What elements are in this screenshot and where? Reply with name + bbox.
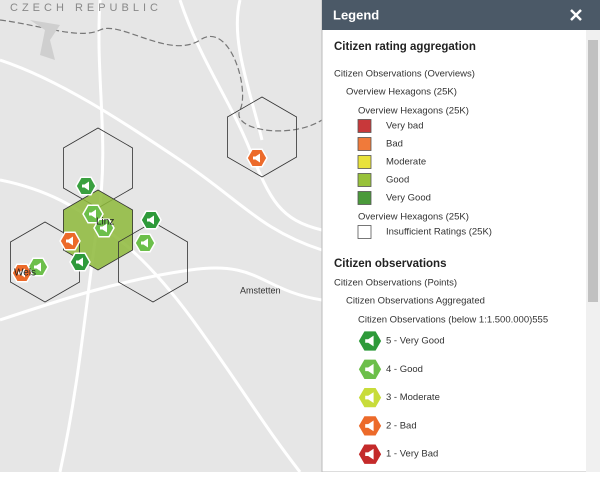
map-marker-glyph <box>66 236 73 246</box>
map-marker-glyph <box>141 238 148 248</box>
group-title: Citizen Observations (below 1:1.500.000)… <box>358 315 548 326</box>
legend-symbol-glyph <box>365 335 374 347</box>
legend-item-label: 1 - Very Bad <box>386 449 438 460</box>
borders <box>0 19 323 132</box>
legend-item-label: Good <box>386 175 409 186</box>
place-label: Linz <box>96 217 114 228</box>
legend-content: Citizen rating aggregation Citizen Observ… <box>334 41 548 466</box>
map-marker-glyph <box>89 209 96 219</box>
legend-item-label: Insufficient Ratings (25K) <box>386 227 492 238</box>
legend-item-label: Bad <box>386 139 403 150</box>
legend-item-label: Very Good <box>386 193 431 204</box>
legend-title: Legend <box>333 7 379 22</box>
hexagon <box>118 221 189 303</box>
map-marker-glyph <box>253 153 260 163</box>
group-title: Overview Hexagons (25K) <box>358 212 469 223</box>
legend-swatch <box>357 191 372 205</box>
map-marker-glyph <box>18 268 25 278</box>
place-label: Wels <box>14 268 36 279</box>
legend-swatch <box>357 173 372 187</box>
section-title: Citizen rating aggregation <box>334 41 476 53</box>
layer-label: Citizen Observations (Points) <box>334 278 457 289</box>
scrollbar-thumb[interactable] <box>588 40 598 302</box>
map-marker-glyph <box>34 262 41 272</box>
hexagon <box>226 96 298 178</box>
legend-swatch <box>357 137 372 151</box>
map-marker-glyph <box>147 215 154 225</box>
place-label: Amstetten <box>240 285 281 295</box>
markers <box>11 148 268 283</box>
legend-panel: Legend Citizen rating aggregationCitizen… <box>321 0 600 473</box>
legend-item-label: Very bad <box>386 121 424 132</box>
legend-header <box>322 0 600 30</box>
legend-symbol-glyph <box>365 448 374 460</box>
map-marker-glyph <box>82 181 89 191</box>
close-button[interactable] <box>570 9 582 21</box>
legend-item-label: 2 - Bad <box>386 420 417 431</box>
legend-item-label: 5 - Very Good <box>386 336 445 347</box>
lake <box>30 20 60 60</box>
legend-swatch <box>357 225 372 239</box>
sublayer-label: Citizen Observations Aggregated <box>346 296 485 307</box>
legend-swatch <box>357 155 372 169</box>
legend-symbol-glyph <box>365 363 374 375</box>
legend-item-label: 3 - Moderate <box>386 392 440 403</box>
legend-symbol-glyph <box>365 420 374 432</box>
layer-label: Citizen Observations (Overviews) <box>334 69 475 80</box>
map-marker-glyph <box>100 223 107 233</box>
sublayer-label: Overview Hexagons (25K) <box>346 87 457 98</box>
legend-item-label: 4 - Good <box>386 364 423 375</box>
country-label: CZECH REPUBLIC <box>10 2 162 14</box>
section-title: Citizen observations <box>334 258 446 270</box>
legend-swatch <box>357 119 372 133</box>
map-marker-glyph <box>76 257 83 267</box>
legend-symbol-glyph <box>365 392 374 403</box>
group-title: Overview Hexagons (25K) <box>358 106 469 117</box>
legend-item-label: Moderate <box>386 157 426 168</box>
